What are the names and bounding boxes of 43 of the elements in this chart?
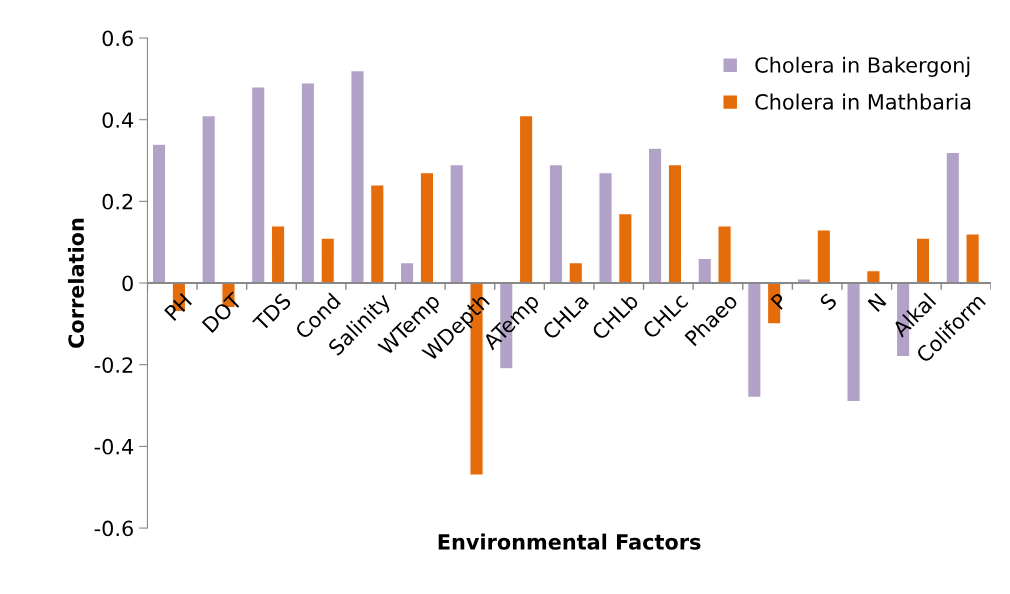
bar: [846, 282, 861, 403]
x-axis-title: Environmental Factors: [438, 533, 701, 550]
x-tick-label: S: [818, 292, 838, 311]
bar: [320, 237, 335, 284]
bar: [419, 172, 435, 284]
bar: [647, 147, 663, 284]
y-tick-label: 0.2: [102, 193, 133, 210]
bar: [201, 115, 216, 284]
y-tick-label: 0.6: [102, 30, 133, 47]
bar: [866, 270, 881, 284]
y-tick-label: 0: [122, 275, 133, 292]
y-tick-label: -0.2: [94, 357, 133, 373]
bar: [518, 115, 534, 284]
y-tick-label: 0.4: [102, 112, 134, 128]
y-tick-label: -0.6: [94, 520, 133, 537]
bar: [598, 172, 613, 284]
bar: [618, 213, 633, 284]
x-tick-label: TDS: [251, 292, 292, 333]
bar: [350, 70, 365, 284]
y-axis-title: Correlation: [67, 218, 85, 348]
bar: [151, 143, 167, 284]
bar: [945, 151, 960, 284]
bar: [717, 225, 732, 284]
bar: [816, 229, 831, 284]
x-tick-label: PH: [164, 293, 192, 321]
x-tick-label: N: [867, 293, 887, 312]
legend-label: Cholera in Bakergonj: [755, 56, 970, 77]
bar: [251, 86, 266, 284]
bar: [370, 184, 385, 284]
bar: [697, 257, 712, 284]
bar: [300, 82, 316, 284]
bar: [270, 225, 286, 284]
bar: [548, 164, 564, 284]
legend-label: Cholera in Mathbaria: [755, 93, 971, 110]
bar: [449, 164, 464, 284]
bar: [568, 262, 583, 284]
bar: [747, 282, 762, 398]
x-tick-label: P: [770, 292, 789, 310]
bar: [399, 262, 415, 284]
bar: [667, 164, 683, 284]
bar: [965, 233, 980, 284]
bar: [915, 237, 931, 284]
y-tick-label: -0.4: [94, 438, 134, 455]
